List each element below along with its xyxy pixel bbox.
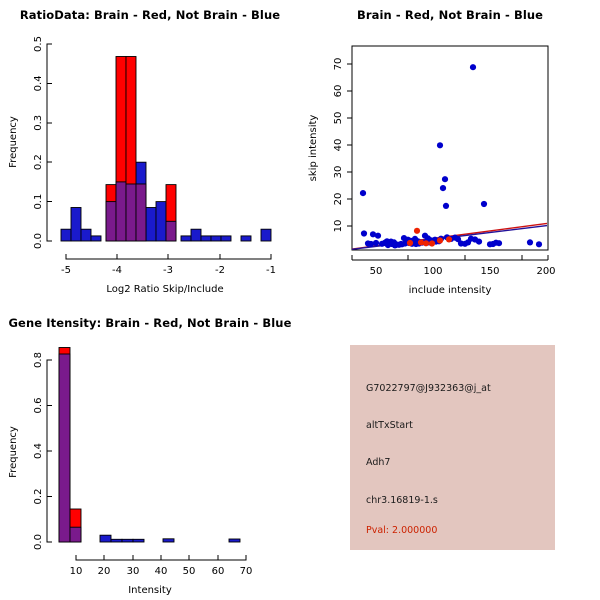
y-tick-0.5: 0.5 [33, 36, 44, 52]
gene-x-tick-50: 50 [183, 566, 196, 577]
ratio-histogram-svg: 0.5 0.4 0.3 0.2 0.1 0.0 Frequency [8, 36, 276, 295]
gene-x-tick-60: 60 [212, 566, 225, 577]
y-tick-60: 60 [333, 85, 344, 98]
panel-probe-info: G7022797@J932363@j_at altTxStart Adh7 ch… [300, 300, 600, 600]
y-tick-40: 40 [333, 139, 344, 152]
x-tick-200: 200 [536, 266, 555, 277]
scatter-y-axis: 10 20 30 40 50 60 70 [333, 58, 352, 233]
pval-text: Pval: 2.000000 [366, 525, 438, 536]
ratio-histogram-title: RatioData: Brain - Red, Not Brain - Blue [19, 8, 281, 22]
y-tick-0.2: 0.2 [33, 154, 44, 170]
gene-hist-bars [58, 347, 241, 543]
location-text: chr3.16819-1.s [366, 495, 438, 506]
y-tick-20: 20 [333, 193, 344, 206]
y-tick-0.1: 0.1 [33, 194, 44, 210]
x-tick--4: -4 [112, 265, 122, 276]
y-tick-0.3: 0.3 [33, 115, 44, 131]
x-tick-50: 50 [370, 266, 383, 277]
y-tick-0.0: 0.0 [33, 233, 44, 249]
ratio-histogram-xlabel: Log2 Ratio Skip/Include [106, 284, 223, 295]
x-tick-150: 150 [480, 266, 499, 277]
gene-y-tick-0.2: 0.2 [33, 489, 44, 505]
gene-y-tick-0.4: 0.4 [33, 443, 44, 459]
y-tick-50: 50 [333, 112, 344, 125]
gene-histogram-ylabel: Frequency [8, 426, 19, 478]
probe-id-text: G7022797@J932363@j_at [366, 383, 491, 394]
y-tick-70: 70 [333, 58, 344, 71]
x-tick--5: -5 [61, 265, 71, 276]
x-tick--1: -1 [266, 265, 276, 276]
probe-info-box: G7022797@J932363@j_at altTxStart Adh7 ch… [350, 345, 555, 550]
gene-histogram-xlabel: Intensity [128, 585, 172, 596]
y-tick-30: 30 [333, 166, 344, 179]
scatter-points-blue [359, 64, 543, 249]
gene-y-tick-0.8: 0.8 [33, 352, 44, 368]
event-type-text: altTxStart [366, 420, 413, 431]
intensity-scatter-svg: 10 20 30 40 50 60 70 skip intensity [308, 45, 556, 296]
scatter-x-axis: 50 100 150 200 [351, 255, 556, 277]
ratio-hist-bars-red [105, 56, 177, 242]
scatter-ylabel: skip intensity [308, 115, 319, 182]
panel-intensity-scatter: Brain - Red, Not Brain - Blue 10 20 30 4… [300, 0, 600, 300]
gene-x-tick-40: 40 [155, 566, 168, 577]
x-tick-100: 100 [423, 266, 442, 277]
gene-x-tick-20: 20 [98, 566, 111, 577]
x-tick--3: -3 [163, 265, 173, 276]
gene-x-tick-30: 30 [127, 566, 140, 577]
y-tick-10: 10 [333, 220, 344, 233]
gene-histogram-title: Gene Itensity: Brain - Red, Not Brain - … [8, 316, 292, 330]
y-tick-0.4: 0.4 [33, 75, 44, 91]
ratio-histogram-ylabel: Frequency [8, 116, 19, 168]
gene-histogram-svg: 0.8 0.6 0.4 0.2 0.0 Frequency [8, 347, 253, 596]
panel-ratio-histogram: RatioData: Brain - Red, Not Brain - Blue… [0, 0, 300, 300]
panel-gene-intensity-histogram: Gene Itensity: Brain - Red, Not Brain - … [0, 300, 300, 600]
x-tick--2: -2 [215, 265, 225, 276]
scatter-title: Brain - Red, Not Brain - Blue [356, 8, 544, 22]
gene-x-tick-70: 70 [240, 566, 253, 577]
scatter-points-red [406, 227, 453, 247]
gene-symbol-text: Adh7 [366, 457, 391, 468]
gene-y-tick-0.6: 0.6 [33, 398, 44, 414]
gene-x-tick-10: 10 [70, 566, 83, 577]
gene-y-tick-0.0: 0.0 [33, 534, 44, 550]
scatter-xlabel: include intensity [409, 285, 492, 296]
